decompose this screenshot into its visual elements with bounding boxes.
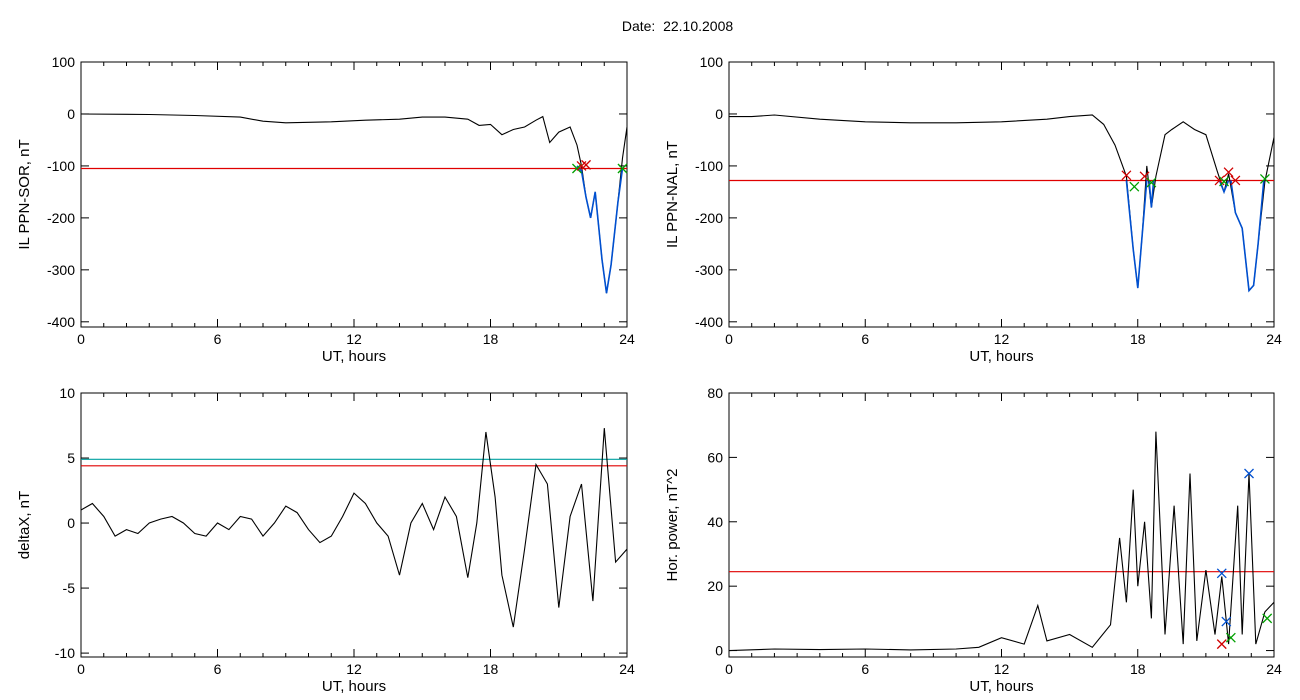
y-tick-label: -200 — [695, 210, 723, 226]
highlight-segment — [576, 165, 624, 294]
x-tick-label: 0 — [77, 331, 85, 347]
x-axis-label: UT, hours — [969, 678, 1033, 695]
y-tick-label: 0 — [715, 643, 723, 659]
x-tick-label: 18 — [483, 661, 499, 677]
panel-hor-power: 0 6 12 18 24 80 60 40 20 0 UT, hours Hor. power, nT… — [664, 385, 1282, 695]
y-tick-label: 40 — [707, 514, 723, 530]
x-tick-label: 12 — [994, 661, 1010, 677]
x-tick-label: 24 — [1266, 331, 1282, 347]
x-tick-label: 18 — [483, 331, 499, 347]
event-marker — [1230, 175, 1241, 186]
y-tick-label: 80 — [707, 385, 723, 401]
x-axis-label: UT, hours — [322, 678, 386, 695]
plot-frame — [728, 61, 1275, 328]
y-axis-label: Hor. power, nT^2 — [664, 469, 681, 582]
x-tick-label: 24 — [1266, 661, 1282, 677]
event-marker — [571, 163, 582, 174]
event-marker — [1121, 170, 1132, 181]
event-marker — [1259, 173, 1270, 184]
plot-frame — [80, 392, 628, 658]
x-tick-label: 6 — [214, 661, 222, 677]
y-tick-label: 100 — [52, 54, 76, 70]
highlight-segment — [1125, 180, 1148, 289]
y-tick-label: -5 — [63, 580, 76, 596]
x-axis-label: UT, hours — [322, 348, 386, 365]
x-tick-label: 0 — [77, 661, 85, 677]
data-series-line — [80, 428, 628, 628]
y-tick-label: -10 — [55, 645, 75, 661]
y-tick-label: 20 — [707, 578, 723, 594]
x-tick-label: 6 — [861, 661, 869, 677]
y-tick-label: 5 — [67, 450, 75, 466]
y-tick-label: -400 — [695, 314, 723, 330]
panel-il-ppn-nal: 0 6 12 18 24 100 0 -100 -200 -300 -400 UT, hours IL … — [664, 54, 1282, 365]
event-marker — [1221, 616, 1232, 627]
event-marker — [1129, 181, 1140, 192]
data-series-line — [728, 431, 1275, 652]
event-marker — [1146, 177, 1157, 188]
y-tick-label: 100 — [700, 54, 724, 70]
y-tick-label: -400 — [47, 314, 75, 330]
y-tick-label: -300 — [47, 262, 75, 278]
x-tick-label: 18 — [1130, 331, 1146, 347]
highlight-segment — [1148, 180, 1155, 208]
event-marker — [1262, 613, 1273, 624]
event-marker — [1244, 468, 1254, 479]
x-tick-label: 0 — [725, 331, 733, 347]
y-tick-label: -300 — [695, 262, 723, 278]
y-tick-label: -200 — [47, 210, 75, 226]
x-tick-label: 18 — [1130, 661, 1146, 677]
plot-frame — [80, 61, 628, 328]
x-tick-label: 24 — [619, 661, 635, 677]
y-tick-label: 0 — [715, 106, 723, 122]
event-marker — [617, 163, 628, 174]
y-tick-label: 60 — [707, 449, 723, 465]
event-marker — [1216, 568, 1227, 579]
event-marker — [1225, 632, 1236, 643]
y-axis-label: deltaX, nT — [16, 491, 33, 559]
y-tick-label: -100 — [695, 158, 723, 174]
event-marker — [1216, 639, 1227, 650]
y-tick-label: -100 — [47, 158, 75, 174]
x-tick-label: 6 — [861, 331, 869, 347]
x-tick-label: 6 — [214, 331, 222, 347]
x-axis-label: UT, hours — [969, 348, 1033, 365]
x-tick-label: 12 — [346, 331, 362, 347]
x-tick-label: 0 — [725, 661, 733, 677]
y-axis-label: IL PPN-SOR, nT — [16, 139, 33, 249]
x-tick-label: 24 — [619, 331, 635, 347]
data-series-line — [729, 114, 1275, 292]
event-marker — [1223, 167, 1234, 178]
x-tick-label: 12 — [346, 661, 362, 677]
data-series-line — [80, 113, 628, 294]
page-title: Date: 22.10.2008 — [621, 18, 734, 34]
y-tick-label: 0 — [67, 106, 75, 122]
panel-deltax: 0 6 12 18 24 10 5 0 -5 -10 UT, hours deltaX, nT — [16, 385, 635, 695]
x-tick-label: 12 — [994, 331, 1010, 347]
event-marker — [581, 159, 592, 170]
event-marker — [1219, 176, 1229, 187]
highlight-segment — [1230, 180, 1265, 293]
y-tick-label: 10 — [59, 385, 75, 401]
y-axis-label: IL PPN-NAL, nT — [664, 141, 681, 248]
y-tick-label: 0 — [67, 515, 75, 531]
panel-il-ppn-sor: 0 6 12 18 24 100 0 -100 -200 -300 -400 UT, hours IL … — [16, 54, 635, 365]
